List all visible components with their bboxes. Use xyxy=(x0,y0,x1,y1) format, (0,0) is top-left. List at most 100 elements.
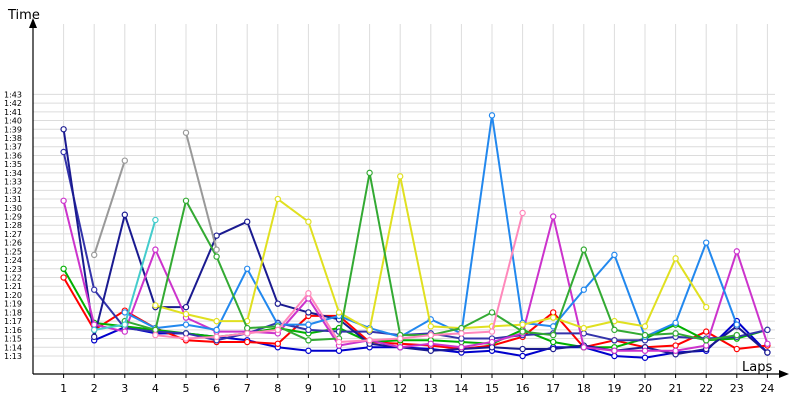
data-point xyxy=(580,286,588,293)
data-point xyxy=(213,253,220,260)
x-tick-label: 9 xyxy=(305,382,312,395)
data-point xyxy=(764,349,771,356)
data-point xyxy=(305,326,312,334)
data-point xyxy=(335,309,343,316)
data-point xyxy=(274,340,281,347)
data-point xyxy=(152,326,159,334)
data-point xyxy=(90,286,98,293)
data-point xyxy=(60,265,67,272)
data-point xyxy=(305,218,312,225)
data-point xyxy=(733,321,741,328)
x-axis-title: Laps xyxy=(742,360,772,375)
y-tick-label: 1:32 xyxy=(4,186,22,195)
y-tick-label: 1:13 xyxy=(4,352,22,361)
data-point xyxy=(152,246,159,253)
x-tick-label: 6 xyxy=(213,382,220,395)
data-point xyxy=(580,324,588,332)
data-point xyxy=(335,338,343,346)
y-tick-label: 1:24 xyxy=(4,256,22,265)
data-point xyxy=(182,330,190,337)
data-point xyxy=(641,354,649,361)
data-point xyxy=(611,337,618,344)
x-tick-label: 2 xyxy=(91,382,98,395)
data-point xyxy=(611,251,618,259)
data-point xyxy=(550,345,557,353)
data-point xyxy=(60,148,67,156)
series-11 xyxy=(90,129,220,259)
x-axis-arrow xyxy=(779,370,789,378)
data-point xyxy=(243,338,251,346)
data-point xyxy=(550,213,557,220)
data-point xyxy=(90,326,98,334)
y-tick-label: 1:33 xyxy=(4,178,22,187)
y-tick-label: 1:43 xyxy=(4,90,22,99)
y-tick-label: 1:15 xyxy=(4,335,22,344)
data-point xyxy=(121,309,129,316)
y-tick-label: 1:21 xyxy=(4,282,22,291)
series-line xyxy=(93,160,126,256)
data-point xyxy=(305,347,312,354)
x-tick-label: 17 xyxy=(546,382,560,395)
data-point xyxy=(733,345,741,353)
x-tick-label: 23 xyxy=(730,382,744,395)
x-tick-label: 7 xyxy=(244,382,251,395)
series-line xyxy=(62,200,769,352)
data-point xyxy=(458,335,465,342)
data-point xyxy=(60,197,67,204)
data-point xyxy=(764,326,771,334)
data-point xyxy=(427,347,434,354)
data-point xyxy=(519,352,526,360)
y-tick-label: 1:35 xyxy=(4,160,22,169)
data-point xyxy=(152,331,159,339)
y-tick-label: 1:16 xyxy=(4,326,22,335)
data-point xyxy=(274,326,281,334)
series-12 xyxy=(90,216,159,334)
data-point xyxy=(274,195,281,203)
data-point xyxy=(243,324,251,332)
x-tick-label: 12 xyxy=(393,382,407,395)
y-axis-title: Time xyxy=(7,8,40,23)
data-point xyxy=(366,337,373,344)
data-point xyxy=(182,303,190,311)
data-point xyxy=(182,310,190,318)
data-point xyxy=(488,112,496,119)
y-tick-label: 1:19 xyxy=(4,300,22,309)
data-point xyxy=(90,251,98,259)
series-10 xyxy=(152,209,526,346)
y-tick-label: 1:17 xyxy=(4,317,22,326)
data-point xyxy=(519,328,526,335)
axes: 1:131:141:151:161:171:181:191:201:211:22… xyxy=(4,18,789,395)
x-tick-label: 8 xyxy=(274,382,281,395)
data-point xyxy=(152,302,159,309)
data-point xyxy=(243,218,251,225)
data-point xyxy=(550,309,557,316)
data-point xyxy=(121,321,129,328)
series-line xyxy=(62,129,769,356)
data-point xyxy=(427,331,434,339)
series-layer xyxy=(60,112,771,361)
data-point xyxy=(305,321,312,328)
data-point xyxy=(488,344,496,351)
data-point xyxy=(458,330,465,337)
data-point xyxy=(182,197,190,204)
series-8 xyxy=(152,173,710,334)
x-tick-label: 4 xyxy=(152,382,159,395)
data-point xyxy=(213,326,220,334)
data-point xyxy=(458,324,465,332)
data-point xyxy=(703,239,710,246)
y-tick-label: 1:34 xyxy=(4,169,22,178)
x-tick-label: 15 xyxy=(485,382,499,395)
data-point xyxy=(580,344,588,351)
x-tick-label: 24 xyxy=(760,382,774,395)
x-tick-label: 10 xyxy=(332,382,346,395)
data-point xyxy=(550,338,557,346)
data-point xyxy=(703,342,710,349)
data-point xyxy=(274,300,281,307)
data-point xyxy=(672,319,679,327)
data-point xyxy=(703,303,710,311)
data-point xyxy=(458,344,465,351)
y-tick-label: 1:40 xyxy=(4,117,22,126)
x-tick-label: 5 xyxy=(183,382,190,395)
data-point xyxy=(641,331,649,339)
